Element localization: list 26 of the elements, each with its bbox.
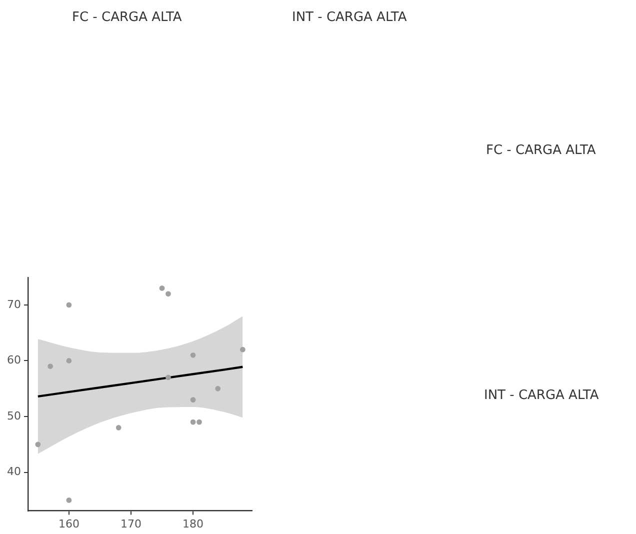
point	[166, 291, 171, 296]
y-tick-label: 70	[6, 298, 21, 311]
point	[190, 397, 196, 402]
x-tick-label: 160	[58, 517, 80, 530]
x-tick-label: 180	[182, 517, 204, 530]
point	[66, 498, 72, 503]
x-tick-label: 170	[120, 517, 142, 530]
text: FC - CARGA ALTA	[72, 10, 182, 25]
point	[116, 424, 122, 430]
y-tick-label: 40	[6, 465, 21, 478]
point	[196, 419, 202, 425]
text: INT - CARGA ALTA	[292, 10, 407, 25]
point	[48, 364, 54, 370]
point	[35, 442, 41, 448]
point	[240, 346, 246, 352]
point	[166, 374, 171, 380]
point	[66, 302, 72, 308]
y-tick-label: 50	[6, 409, 21, 422]
point	[215, 386, 221, 392]
text: FC - CARGA ALTA	[486, 143, 596, 158]
point	[190, 352, 196, 358]
text: INT - CARGA ALTA	[484, 388, 599, 403]
point	[66, 358, 72, 364]
y-tick-label: 60	[6, 354, 21, 367]
point	[159, 286, 165, 291]
point	[190, 419, 196, 425]
